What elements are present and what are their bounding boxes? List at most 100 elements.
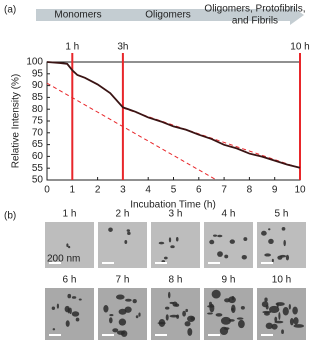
figure: (a) Incubation Time (h) Relative Intensi… [4,4,310,340]
data-line [46,61,301,169]
aggregate [68,245,71,249]
x-tick-label: 1 [70,185,76,196]
aggregate [224,254,229,259]
aggregate [125,298,132,302]
aggregate [262,310,272,314]
aggregate [67,293,72,299]
micrograph-label: 9 h [222,275,236,286]
x-tick-label: 5 [171,185,177,196]
aggregate [112,328,119,333]
x-tick-label: 3 [120,185,126,196]
aggregate [175,236,179,242]
aggregate [261,230,267,236]
aggregate [164,306,170,310]
aggregate [271,258,274,263]
aggregate [288,303,291,310]
micrograph [257,222,306,268]
micrograph-label: 5 h [275,209,289,220]
aggregate [124,239,128,244]
aggregate [243,237,248,241]
aggregate [292,306,298,315]
aggregate [217,251,223,257]
stage-label: Oligomers [145,10,191,21]
aggregate [268,238,274,245]
aggregate [69,307,72,315]
aggregate [293,317,299,325]
aggregate [279,254,287,258]
time-marker-label: 3h [117,42,128,53]
x-tick-label: 8 [247,185,253,196]
aggregate [158,241,165,245]
aggregate [283,239,286,247]
micrograph-label: 6 h [63,275,77,286]
aggregate [236,317,244,320]
micrograph [45,222,94,268]
aggregate [185,308,189,313]
panel-label: (b) [4,211,16,222]
stage-label: Oligomers, Protofibrils, [204,4,305,15]
aggregate [66,243,69,248]
aggregate [207,305,215,308]
aggregate [64,305,70,313]
aggregate [109,317,113,324]
y-tick-label: 60 [32,151,44,162]
x-tick-label: 4 [145,185,151,196]
aggregate [271,323,278,330]
aggregate [211,289,221,299]
aggregate [103,304,109,313]
y-tick-label: 95 [32,68,44,79]
aggregate [281,329,284,335]
stage-label: and Fibrils [232,16,278,27]
aggregate [278,312,281,320]
aggregate [56,303,59,309]
panel-label: (a) [4,5,16,16]
fit-line [46,82,217,181]
time-marker-label: 1 h [65,42,79,53]
aggregate [208,301,213,306]
x-tick-label: 9 [272,185,278,196]
y-tick-label: 50 [32,175,44,186]
aggregate [228,296,236,304]
aggregate [71,311,80,317]
aggregate [163,256,168,260]
aggregate [158,318,166,327]
micrograph [98,222,147,268]
aggregate [168,237,172,243]
aggregate [184,321,191,327]
x-axis-title: Incubation Time (h) [130,200,216,211]
aggregate [207,312,213,315]
aggregate [240,305,245,310]
aggregate [118,308,127,315]
aggregate [182,310,186,317]
aggregate [108,227,113,232]
aggregate [231,304,236,314]
micrograph-label: 7 h [116,275,130,286]
aggregate [71,296,77,299]
micrograph-label: 2 h [116,209,130,220]
aggregate [165,314,169,321]
aggregate [190,316,195,321]
aggregate [169,314,179,318]
aggregate [285,254,290,261]
scale-bar-label: 200 nm [47,254,80,265]
y-tick-label: 75 [32,116,44,127]
aggregate [241,255,247,260]
micrograph-label: 1 h [63,209,77,220]
aggregate [213,234,218,237]
aggregate [293,324,305,328]
micrograph [151,222,200,268]
aggregate [51,306,56,310]
y-tick-label: 100 [26,57,43,68]
micrograph-label: 4 h [222,209,236,220]
time-marker-label: 10 h [290,42,309,53]
aggregate [176,314,180,319]
aggregate [168,291,171,299]
micrograph-label: 10 h [272,275,291,286]
y-axis-title: Relative Intensity (%) [11,74,22,168]
aggregate [265,322,273,330]
aggregate [281,227,286,231]
stage-arrow [36,5,304,25]
aggregate [282,307,289,316]
aggregate [264,297,268,302]
aggregate [170,245,175,249]
